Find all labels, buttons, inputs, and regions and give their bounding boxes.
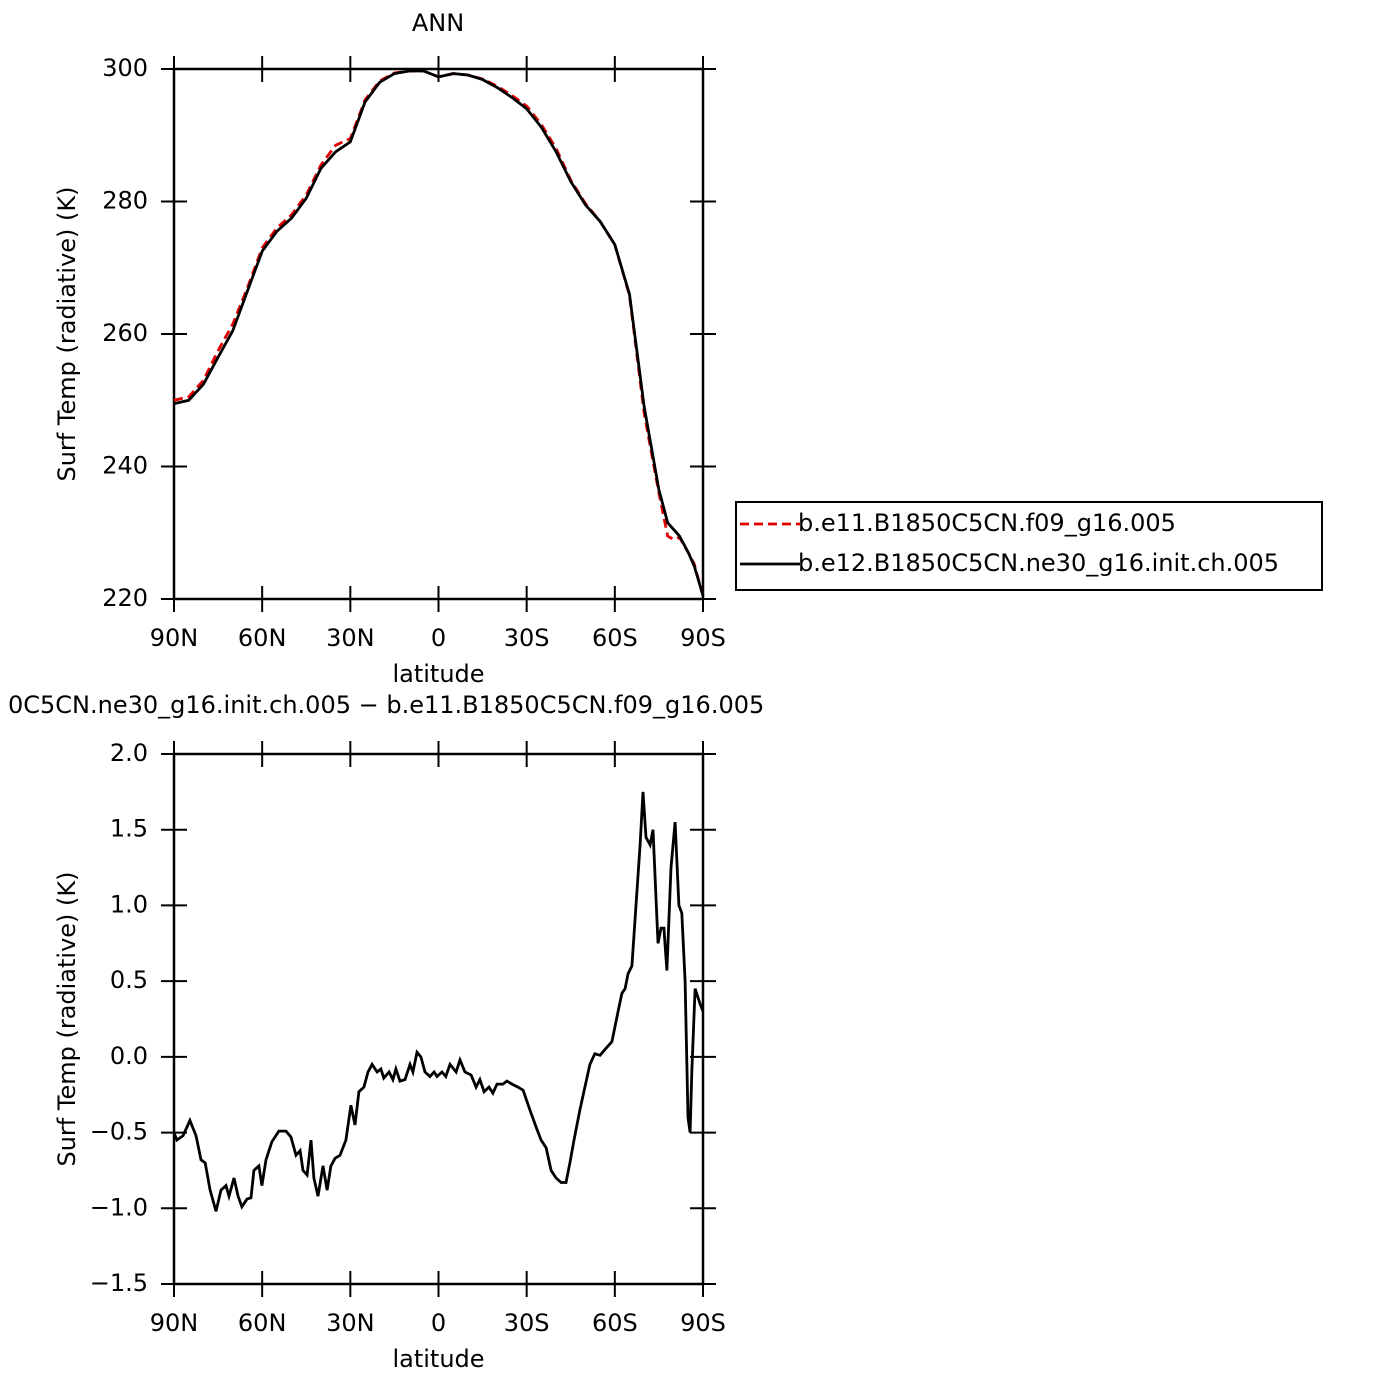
y-axis-label: Surf Temp (radiative) (K)	[53, 186, 81, 481]
data-line	[173, 69, 705, 597]
y-tick-label: 2.0	[110, 739, 148, 767]
x-tick-label: 30N	[326, 1309, 375, 1337]
x-tick-label: 30N	[326, 624, 375, 652]
x-tick-label: 60S	[592, 1309, 638, 1337]
y-tick-label: 0.0	[110, 1042, 148, 1070]
y-tick-label: 1.5	[110, 815, 148, 843]
x-tick-label: 90N	[150, 1309, 199, 1337]
x-tick-label: 90N	[150, 624, 199, 652]
y-tick-label: 1.0	[110, 890, 148, 918]
y-tick-label: 260	[102, 319, 148, 347]
y-tick-label: −0.5	[90, 1118, 148, 1146]
x-tick-label: 30S	[504, 1309, 550, 1337]
y-axis-label: Surf Temp (radiative) (K)	[53, 871, 81, 1166]
y-tick-label: −1.0	[90, 1193, 148, 1221]
plot: 0C5CN.ne30_g16.init.ch.005 − b.e11.B1850…	[8, 691, 764, 1373]
x-tick-label: 90S	[680, 1309, 726, 1337]
plot-frame	[172, 752, 705, 1286]
data-line	[173, 69, 705, 597]
chart-title: ANN	[412, 9, 464, 37]
x-tick-label: 0	[431, 1309, 446, 1337]
x-tick-label: 90S	[680, 624, 726, 652]
y-tick-label: 220	[102, 584, 148, 612]
data-line	[172, 791, 705, 1212]
plot-frame	[172, 67, 705, 601]
y-tick-label: 240	[102, 452, 148, 480]
y-tick-label: −1.5	[90, 1269, 148, 1297]
y-tick-label: 280	[102, 187, 148, 215]
y-tick-label: 300	[102, 54, 148, 82]
legend-box	[735, 501, 1323, 591]
legend-label: b.e12.B1850C5CN.ne30_g16.init.ch.005	[798, 549, 1279, 577]
legend-label: b.e11.B1850C5CN.f09_g16.005	[798, 509, 1176, 537]
x-tick-label: 60N	[238, 624, 287, 652]
plot: ANN Surf Temp (radiative) (K) latitude 220 2…	[53, 9, 1323, 688]
x-axis-label: latitude	[392, 1345, 484, 1373]
x-tick-label: 60S	[592, 624, 638, 652]
x-tick-label: 60N	[238, 1309, 287, 1337]
x-tick-label: 30S	[504, 624, 550, 652]
x-tick-label: 0	[431, 624, 446, 652]
x-axis-label: latitude	[392, 660, 484, 688]
y-tick-label: 0.5	[110, 966, 148, 994]
chart-title: 0C5CN.ne30_g16.init.ch.005 − b.e11.B1850…	[8, 691, 764, 719]
